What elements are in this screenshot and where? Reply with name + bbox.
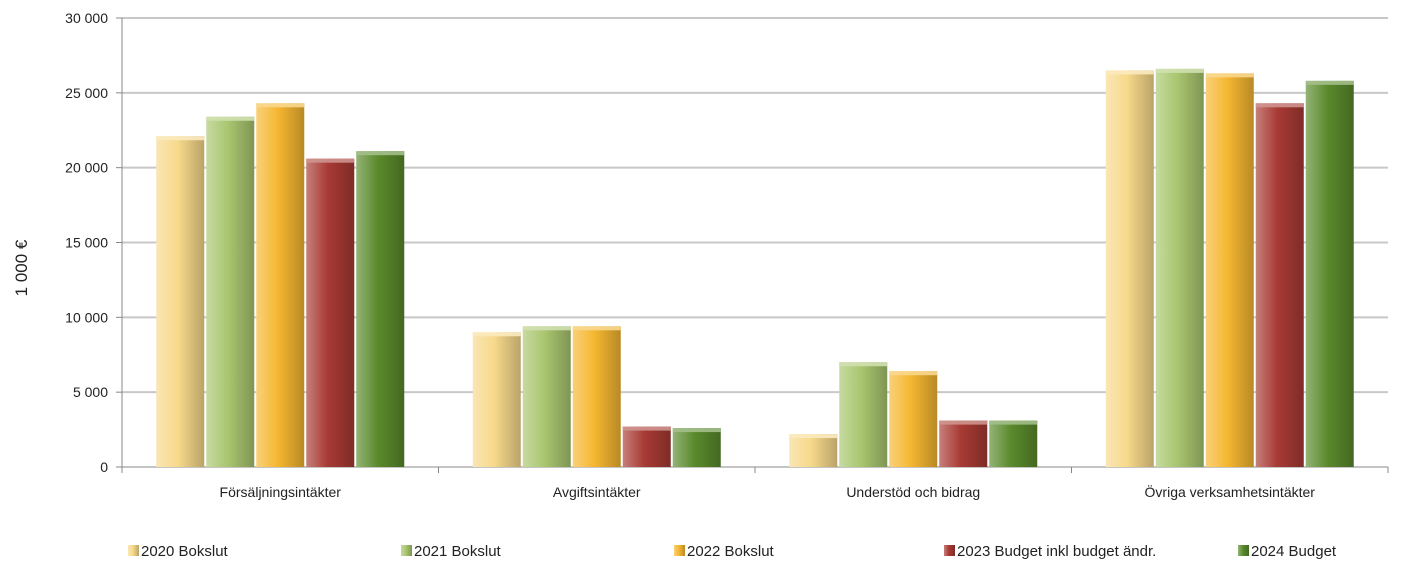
x-tick-label: Understöd och bidrag [846, 484, 980, 500]
bar [523, 326, 571, 467]
bar-highlight [623, 427, 671, 431]
bar [989, 421, 1037, 467]
bar [256, 103, 304, 467]
bar-highlight [1256, 103, 1304, 107]
bar [889, 371, 937, 467]
bar [473, 332, 521, 467]
bar-highlight [789, 434, 837, 438]
x-tick-label: Övriga verksamhetsintäkter [1145, 483, 1316, 500]
legend-swatch [674, 545, 685, 556]
bar-highlight [156, 136, 204, 140]
legend-swatch [128, 545, 139, 556]
bar-highlight [1156, 69, 1204, 73]
y-tick-label: 0 [100, 459, 108, 475]
legend-swatch [1238, 545, 1249, 556]
legend-label: 2023 Budget inkl budget ändr. [957, 543, 1156, 560]
bar [1156, 69, 1204, 467]
y-tick-label: 30 000 [65, 10, 108, 26]
y-tick-label: 10 000 [65, 309, 108, 325]
y-tick-label: 15 000 [65, 235, 108, 251]
x-tick-label: Försäljningsintäkter [220, 484, 342, 500]
bar [356, 151, 404, 467]
bar [839, 362, 887, 467]
bar [1206, 73, 1254, 467]
legend-label: 2021 Bokslut [414, 543, 502, 560]
y-tick-label: 20 000 [65, 160, 108, 176]
bar-highlight [523, 326, 571, 330]
bar [673, 428, 721, 467]
bar [1306, 81, 1354, 467]
bar [623, 427, 671, 467]
bar-highlight [939, 421, 987, 425]
bar-highlight [206, 117, 254, 121]
bar [306, 159, 354, 467]
bar-highlight [1106, 70, 1154, 74]
bar-highlight [473, 332, 521, 336]
bar-highlight [889, 371, 937, 375]
y-tick-label: 5 000 [73, 384, 108, 400]
bar [1106, 70, 1154, 467]
legend-swatch [401, 545, 412, 556]
y-axis-label: 1 000 € [12, 239, 31, 296]
bar-highlight [573, 326, 621, 330]
bar-highlight [839, 362, 887, 366]
legend-label: 2020 Bokslut [141, 543, 229, 560]
legend-label: 2024 Budget [1251, 543, 1337, 560]
bar [156, 136, 204, 467]
bar-highlight [256, 103, 304, 107]
x-tick-label: Avgiftsintäkter [553, 484, 641, 500]
bar [789, 434, 837, 467]
bar-highlight [306, 159, 354, 163]
bars [156, 69, 1354, 467]
bar-highlight [989, 421, 1037, 425]
bar-highlight [673, 428, 721, 432]
bar [206, 117, 254, 467]
bar [939, 421, 987, 467]
legend-label: 2022 Bokslut [687, 543, 775, 560]
bar [1256, 103, 1304, 467]
legend: 2020 Bokslut 2021 Bokslut 2022 Bokslut 2023… [128, 543, 1337, 560]
legend-swatch [944, 545, 955, 556]
bar [573, 326, 621, 467]
bar-highlight [1306, 81, 1354, 85]
bar-highlight [356, 151, 404, 155]
bar-highlight [1206, 73, 1254, 77]
y-tick-label: 25 000 [65, 85, 108, 101]
